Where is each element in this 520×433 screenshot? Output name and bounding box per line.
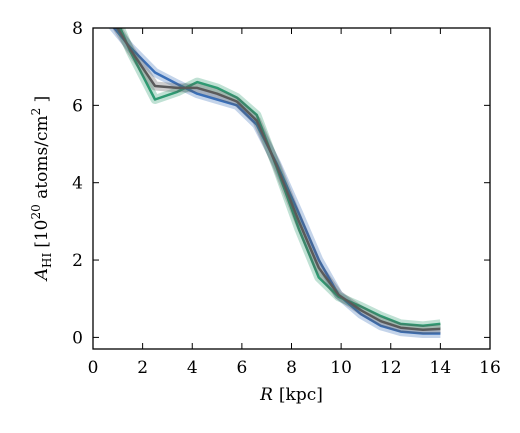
x-tick-label: 14 [430, 358, 452, 378]
x-tick-label: 8 [286, 358, 297, 378]
series-0-line [112, 28, 441, 335]
series-2-line [115, 28, 441, 331]
series-0-band [108, 28, 441, 338]
x-tick-label: 6 [236, 358, 247, 378]
y-tick-label: 4 [72, 174, 83, 194]
x-tick-label: 16 [479, 358, 501, 378]
y-tick-label: 8 [72, 19, 83, 39]
y-tick-label: 6 [72, 96, 83, 116]
x-tick-label: 0 [88, 358, 99, 378]
y-tick-label: 2 [72, 251, 83, 271]
series-layer [108, 28, 441, 338]
x-tick-label: 12 [380, 358, 402, 378]
x-tick-label: 4 [187, 358, 198, 378]
y-axis: 0 2 4 6 8 [72, 19, 490, 348]
x-axis-label: R [kpc] [259, 385, 323, 405]
x-axis: 0 2 4 6 8 10 12 14 16 [88, 28, 501, 378]
y-axis-label: AHI[1020 atoms/cm2 ] [29, 96, 54, 283]
series-2-band [112, 28, 441, 335]
x-tick-label: 10 [330, 358, 352, 378]
y-tick-label: 0 [72, 328, 83, 348]
x-tick-label: 2 [137, 358, 148, 378]
